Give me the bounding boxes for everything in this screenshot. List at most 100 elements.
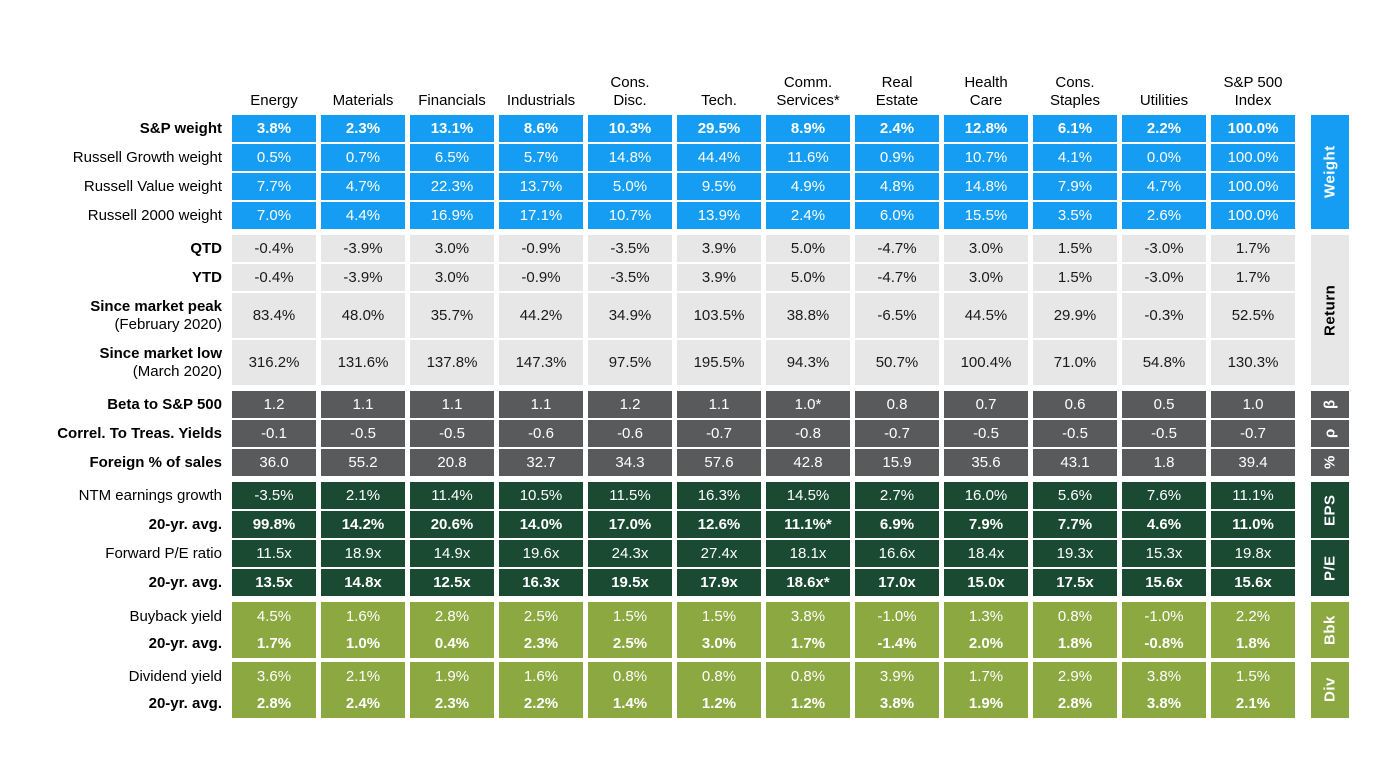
table-row: Russell Value weight 7.7% 4.7% 22.3% 13.7% 5.… <box>2 173 1295 200</box>
data-cell: 13.9% <box>677 202 761 229</box>
data-cell: 11.1%* <box>766 511 850 538</box>
data-cell: 100.0% <box>1211 173 1295 200</box>
data-cell: 1.1 <box>321 391 405 418</box>
data-cell: -4.7% <box>855 235 939 262</box>
data-cell: 71.0% <box>1033 340 1117 385</box>
row-label: 20-yr. avg. <box>148 573 222 591</box>
column-header: Cons. Disc. <box>610 74 650 109</box>
data-cell: 48.0% <box>321 293 405 338</box>
data-cell: 83.4% <box>232 293 316 338</box>
row-label: YTD <box>192 268 222 286</box>
data-cell: 13.1% <box>410 115 494 142</box>
data-cell: 2.3% <box>321 115 405 142</box>
data-cell: -3.9% <box>321 264 405 291</box>
data-cell: 10.7% <box>588 202 672 229</box>
data-cell: 1.1 <box>410 391 494 418</box>
data-cell: 1.6% 2.2% <box>499 662 583 718</box>
group-return: QTD -0.4% -3.9% 3.0% -0.9% -3.5% 3.9% 5.0% -4.7%… <box>2 235 1381 385</box>
data-cell: 10.5% <box>499 482 583 509</box>
data-cell: 2.6% <box>1122 202 1206 229</box>
table-row: Foreign % of sales 36.0 55.2 20.8 32.7 34.3 57… <box>2 449 1295 476</box>
data-cell: 6.9% <box>855 511 939 538</box>
data-cell: 11.1% <box>1211 482 1295 509</box>
data-cell: 0.9% <box>855 144 939 171</box>
table-row: QTD -0.4% -3.9% 3.0% -0.9% -3.5% 3.9% 5.0% -4.7%… <box>2 235 1295 262</box>
data-cell: -0.6 <box>588 420 672 447</box>
data-cell: 12.5x <box>410 569 494 596</box>
data-cell: -0.4% <box>232 235 316 262</box>
data-cell: 1.7% <box>1211 235 1295 262</box>
data-cell: 316.2% <box>232 340 316 385</box>
data-cell: 34.3 <box>588 449 672 476</box>
column-header: Real Estate <box>875 74 919 109</box>
data-cell: 4.5% 1.7% <box>232 602 316 658</box>
data-cell: 14.8x <box>321 569 405 596</box>
data-cell: 2.8% 0.4% <box>410 602 494 658</box>
data-cell: 0.0% <box>1122 144 1206 171</box>
data-cell: 1.7% <box>1211 264 1295 291</box>
data-cell: 2.7% <box>855 482 939 509</box>
data-cell: 1.0* <box>766 391 850 418</box>
data-cell: 2.4% <box>855 115 939 142</box>
row-label: QTD <box>190 239 222 257</box>
data-cell: 6.0% <box>855 202 939 229</box>
data-cell: 15.0x <box>944 569 1028 596</box>
data-cell: 100.0% <box>1211 115 1295 142</box>
table-row: Beta to S&P 500 1.2 1.1 1.1 1.1 1.2 1.1 1.0* 0.8… <box>2 391 1295 418</box>
row-label: Russell 2000 weight <box>87 206 222 224</box>
data-cell: -0.7 <box>1211 420 1295 447</box>
data-cell: -0.5 <box>1033 420 1117 447</box>
group-side-label: ρ <box>1311 420 1349 447</box>
data-cell: 100.0% <box>1211 144 1295 171</box>
data-cell: 16.9% <box>410 202 494 229</box>
group-side-label: % <box>1311 449 1349 476</box>
data-cell: -3.9% <box>321 235 405 262</box>
table-row: Russell 2000 weight 7.0% 4.4% 16.9% 17.1% 10.… <box>2 202 1295 229</box>
data-cell: 3.0% <box>944 235 1028 262</box>
data-cell: 15.5% <box>944 202 1028 229</box>
data-cell: 137.8% <box>410 340 494 385</box>
data-cell: -1.0% -0.8% <box>1122 602 1206 658</box>
header-row: Energy Materials Financials Industrials Cons… <box>2 58 1295 112</box>
data-cell: 3.8% 3.8% <box>1122 662 1206 718</box>
data-cell: 0.8% 1.4% <box>588 662 672 718</box>
group-side-label: EPS <box>1311 482 1349 538</box>
data-cell: 130.3% <box>1211 340 1295 385</box>
data-cell: 19.6x <box>499 540 583 567</box>
data-cell: 50.7% <box>855 340 939 385</box>
data-cell: 38.8% <box>766 293 850 338</box>
data-cell: -4.7% <box>855 264 939 291</box>
table-row: Since market peak (February 2020) 83.4% 48.… <box>2 293 1295 338</box>
row-label: Russell Growth weight <box>72 148 222 166</box>
data-cell: 14.9x <box>410 540 494 567</box>
data-cell: 13.7% <box>499 173 583 200</box>
group-dividend: Dividend yield 20-yr. avg. 3.6% 2.8% 2.1% 2.4… <box>2 662 1381 718</box>
data-cell: 3.9% 3.8% <box>855 662 939 718</box>
data-cell: 15.3x <box>1122 540 1206 567</box>
data-cell: 17.1% <box>499 202 583 229</box>
data-cell: 7.6% <box>1122 482 1206 509</box>
data-cell: 16.0% <box>944 482 1028 509</box>
data-cell: -0.7 <box>677 420 761 447</box>
data-cell: -0.9% <box>499 264 583 291</box>
data-cell: 5.0% <box>588 173 672 200</box>
data-cell: 36.0 <box>232 449 316 476</box>
data-cell: 3.9% <box>677 264 761 291</box>
data-cell: 0.8% 1.2% <box>766 662 850 718</box>
group-beta: Beta to S&P 500 1.2 1.1 1.1 1.1 1.2 1.1 1.0* 0.8… <box>2 391 1381 418</box>
row-label: Since market low (March 2020) <box>99 344 222 380</box>
data-cell: 18.9x <box>321 540 405 567</box>
data-cell: 8.6% <box>499 115 583 142</box>
data-cell: 14.8% <box>588 144 672 171</box>
data-cell: 20.8 <box>410 449 494 476</box>
data-cell: 35.7% <box>410 293 494 338</box>
data-cell: 1.5% 2.5% <box>588 602 672 658</box>
data-cell: 11.5x <box>232 540 316 567</box>
data-cell: 100.0% <box>1211 202 1295 229</box>
data-cell: 99.8% <box>232 511 316 538</box>
data-cell: 22.3% <box>410 173 494 200</box>
data-cell: 18.6x* <box>766 569 850 596</box>
data-cell: 11.5% <box>588 482 672 509</box>
sector-metrics-table: Energy Materials Financials Industrials Cons… <box>2 58 1381 718</box>
data-cell: 39.4 <box>1211 449 1295 476</box>
